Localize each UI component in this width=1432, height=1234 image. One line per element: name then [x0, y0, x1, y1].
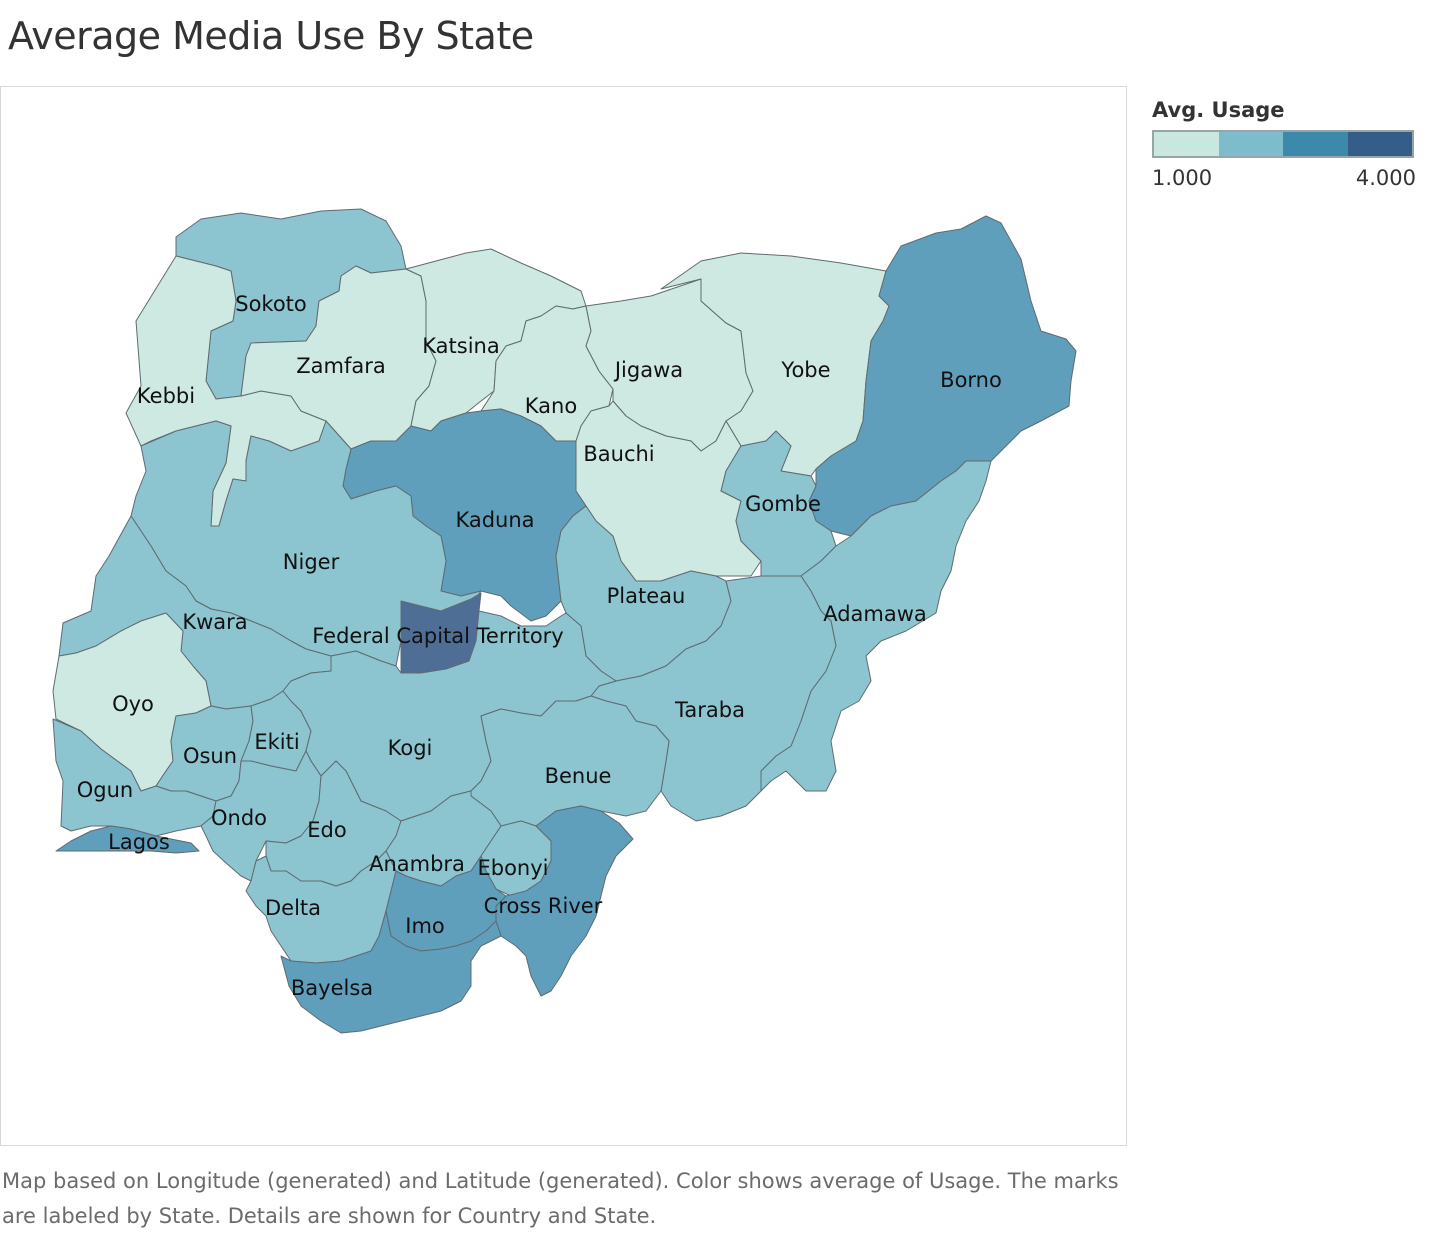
legend-swatch-2	[1218, 132, 1283, 156]
state-label-yobe: Yobe	[780, 358, 830, 382]
state-label-katsina: Katsina	[422, 334, 499, 358]
state-region-yobe[interactable]	[660, 252, 890, 477]
state-label-ebonyi: Ebonyi	[477, 856, 548, 880]
chart-title: Average Media Use By State	[8, 14, 534, 58]
state-label-imo: Imo	[405, 914, 445, 938]
state-label-ogun: Ogun	[77, 778, 133, 802]
state-label-borno: Borno	[940, 368, 1002, 392]
legend-swatch-4	[1347, 132, 1412, 156]
state-region-lagos[interactable]	[55, 825, 200, 854]
state-label-kebbi: Kebbi	[137, 384, 195, 408]
state-label-gombe: Gombe	[745, 492, 821, 516]
state-region-cross-river[interactable]	[495, 805, 634, 997]
state-label-taraba: Taraba	[674, 698, 745, 722]
state-label-plateau: Plateau	[607, 584, 686, 608]
state-label-kano: Kano	[525, 394, 577, 418]
legend-swatch-1	[1154, 132, 1219, 156]
state-label-niger: Niger	[283, 550, 340, 574]
map-area[interactable]: Sokoto Kebbi Zamfara Katsina Kano Jigawa Yobe B…	[0, 86, 1127, 1146]
state-region-bayelsa[interactable]	[280, 910, 502, 1034]
legend-color-ramp	[1152, 130, 1414, 158]
state-label-kwara: Kwara	[182, 610, 247, 634]
legend-max-label: 4.000	[1355, 166, 1416, 190]
state-label-bauchi: Bauchi	[583, 442, 654, 466]
state-label-delta: Delta	[265, 896, 321, 920]
legend-title: Avg. Usage	[1152, 98, 1285, 122]
state-label-oyo: Oyo	[112, 692, 154, 716]
state-label-ondo: Ondo	[211, 806, 267, 830]
state-label-benue: Benue	[545, 764, 612, 788]
state-label-lagos: Lagos	[108, 830, 170, 854]
state-label-sokoto: Sokoto	[235, 292, 307, 316]
legend-swatch-3	[1283, 132, 1348, 156]
map-caption: Map based on Longitude (generated) and L…	[2, 1169, 1119, 1228]
state-label-ekiti: Ekiti	[254, 730, 299, 754]
state-label-edo: Edo	[307, 818, 346, 842]
state-label-kaduna: Kaduna	[455, 508, 534, 532]
state-label-bayelsa: Bayelsa	[291, 976, 373, 1000]
state-label-federal-capital-territory: Federal Capital Territory	[312, 624, 563, 648]
state-label-adamawa: Adamawa	[823, 602, 927, 626]
state-label-anambra: Anambra	[369, 852, 465, 876]
state-label-osun: Osun	[183, 744, 237, 768]
state-label-kogi: Kogi	[388, 736, 433, 760]
state-label-cross-river: Cross River	[484, 894, 603, 918]
color-legend: Avg. Usage 1.000 4.000	[1152, 98, 1422, 190]
nigeria-map[interactable]: Sokoto Kebbi Zamfara Katsina Kano Jigawa Yobe B…	[1, 87, 1128, 1147]
state-label-zamfara: Zamfara	[296, 354, 385, 378]
state-label-jigawa: Jigawa	[613, 358, 683, 382]
legend-min-label: 1.000	[1152, 166, 1213, 190]
